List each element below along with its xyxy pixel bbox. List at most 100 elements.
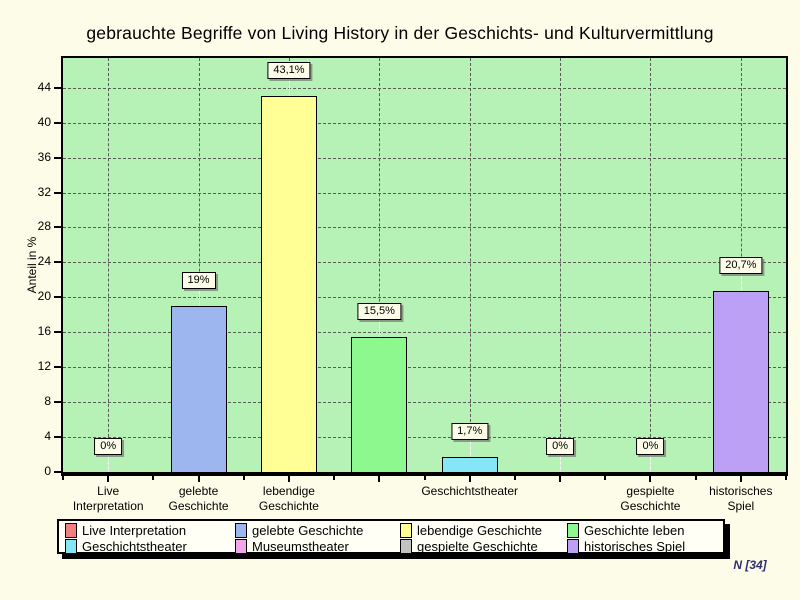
- legend-swatch: [400, 522, 412, 538]
- y-tick-label: 40: [37, 114, 51, 129]
- x-tick-mark: [739, 476, 742, 482]
- y-tick-mark: [54, 156, 61, 159]
- bar-4: [441, 457, 498, 472]
- gridline-vertical: [108, 58, 110, 472]
- y-tick-label: 32: [37, 184, 51, 199]
- y-tick-label: 4: [44, 429, 51, 444]
- x-axis-label-line: Geschichte: [258, 499, 319, 513]
- x-tick-mark: [785, 476, 787, 480]
- x-tick-mark: [604, 476, 607, 480]
- gridline-vertical: [650, 58, 652, 472]
- x-axis-label-line: gelebte: [178, 484, 219, 498]
- gridline-horizontal: [63, 297, 786, 299]
- gridline-horizontal: [63, 157, 786, 159]
- legend-swatch: [567, 522, 579, 538]
- x-tick-mark: [694, 476, 697, 480]
- x-axis-label-line: historisches: [709, 484, 773, 498]
- gridline-vertical: [379, 58, 381, 472]
- legend-label: lebendige Geschichte: [417, 522, 543, 538]
- y-tick-mark: [54, 86, 61, 89]
- x-tick-mark: [62, 476, 64, 480]
- x-tick-mark: [559, 476, 562, 482]
- gridline-horizontal: [63, 87, 786, 89]
- value-label: 1,7%: [451, 423, 489, 441]
- x-tick-mark: [378, 476, 381, 482]
- value-leader-line: [469, 440, 471, 458]
- y-tick-mark: [54, 261, 61, 264]
- value-leader-line: [560, 455, 562, 472]
- legend-label: gelebte Geschichte: [252, 522, 364, 538]
- legend-label: Geschichtstheater: [82, 538, 187, 554]
- x-axis-label: lebendige Geschichte: [229, 484, 349, 514]
- value-leader-line: [740, 274, 742, 292]
- y-tick-label: 44: [37, 79, 51, 94]
- y-tick-label: 24: [37, 254, 51, 269]
- y-tick-mark: [54, 331, 61, 334]
- x-axis-label-line: gespielte: [626, 484, 675, 498]
- legend-item: Geschichte leben: [567, 522, 723, 538]
- x-tick-mark: [107, 476, 110, 482]
- x-axis-label-line: Geschichtstheater: [421, 484, 519, 498]
- value-label: 0%: [636, 438, 665, 455]
- y-tick-mark: [54, 366, 61, 369]
- bar-3: [351, 336, 408, 472]
- x-axis-label-line: Spiel: [727, 499, 755, 513]
- x-axis-label-line: Geschichte: [168, 499, 229, 513]
- x-axis-label-line: Geschichte: [620, 499, 681, 513]
- legend-item: Museumstheater: [235, 538, 400, 554]
- legend-item: Geschichtstheater: [65, 538, 235, 554]
- legend-item: gespielte Geschichte: [400, 538, 567, 554]
- x-tick-mark: [468, 476, 471, 482]
- gridline-horizontal: [63, 332, 786, 334]
- x-axis-label-line: lebendige: [262, 484, 315, 498]
- gridline-horizontal: [63, 367, 786, 369]
- gridline-vertical: [560, 58, 562, 472]
- legend-label: gespielte Geschichte: [417, 538, 538, 554]
- y-tick-mark: [54, 226, 61, 229]
- x-tick-mark: [242, 476, 245, 480]
- x-axis-label-line: Live: [97, 484, 120, 498]
- x-tick-mark: [513, 476, 516, 480]
- y-tick-label: 16: [37, 324, 51, 339]
- legend-label: historisches Spiel: [584, 538, 686, 554]
- gridline-horizontal: [63, 227, 786, 229]
- legend-label: Live Interpretation: [82, 522, 187, 538]
- x-tick-mark: [333, 476, 336, 480]
- value-label: 19%: [181, 272, 216, 290]
- bar-1: [170, 306, 227, 472]
- value-leader-line: [108, 455, 110, 472]
- x-axis-label: gelebte Geschichte: [139, 484, 259, 514]
- value-label: 15,5%: [357, 302, 401, 320]
- legend-item: historisches Spiel: [567, 538, 723, 554]
- y-tick-label: 8: [44, 394, 51, 409]
- x-tick-mark: [287, 476, 290, 482]
- legend-label: Museumstheater: [252, 538, 349, 554]
- value-leader-line: [288, 78, 290, 96]
- sample-size-note: N [34]: [733, 558, 767, 572]
- legend-item: gelebte Geschichte: [235, 522, 400, 538]
- plot-area: 0 4 8 12 16 20 24 28 32 36 40 44 0% Live Interpretatio…: [38, 56, 788, 513]
- legend-swatch: [400, 538, 412, 554]
- bar-7: [712, 291, 769, 472]
- x-tick-mark: [423, 476, 426, 480]
- legend-swatch: [567, 538, 579, 554]
- legend-item: Live Interpretation: [65, 522, 235, 538]
- gridline-horizontal: [63, 402, 786, 404]
- value-label: 43,1%: [267, 61, 311, 79]
- gridline-horizontal: [63, 262, 786, 264]
- value-leader-line: [650, 455, 652, 472]
- x-tick-mark: [152, 476, 155, 480]
- gridline-horizontal: [63, 192, 786, 194]
- y-tick-mark: [54, 296, 61, 299]
- legend-item: lebendige Geschichte: [400, 522, 567, 538]
- value-label: 20,7%: [719, 257, 763, 275]
- value-leader-line: [379, 319, 381, 337]
- bar-2: [260, 95, 317, 472]
- gridline-vertical: [469, 58, 471, 472]
- y-tick-label: 20: [37, 289, 51, 304]
- legend-swatch: [65, 538, 77, 554]
- x-tick-mark: [197, 476, 200, 482]
- chart-title: gebrauchte Begriffe von Living History i…: [86, 23, 714, 43]
- value-label: 0%: [546, 438, 575, 455]
